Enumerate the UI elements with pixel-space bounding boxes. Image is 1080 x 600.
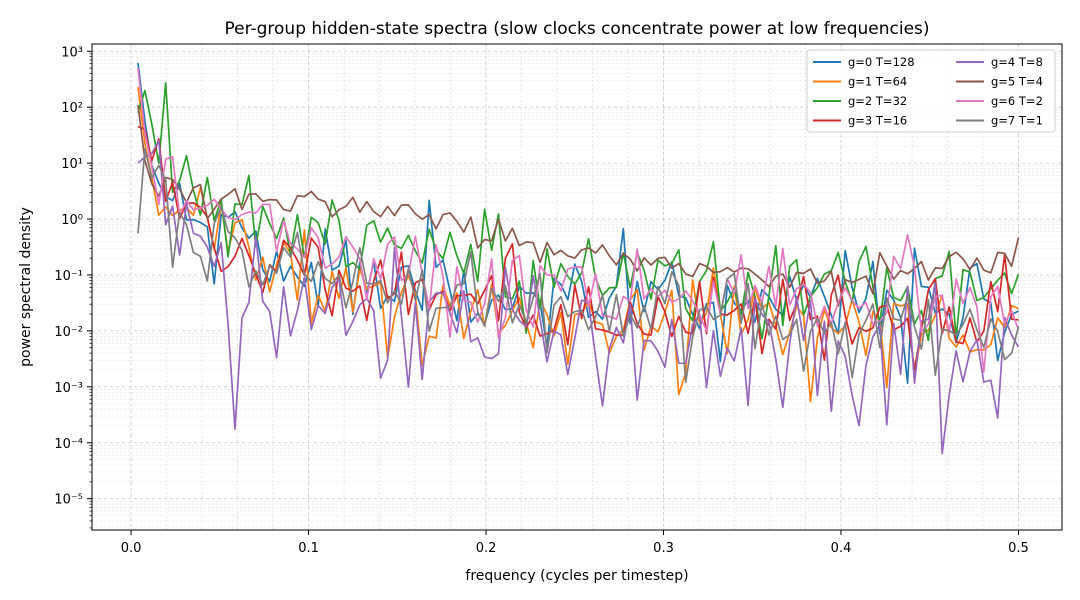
- legend-label-g6: g=6 T=2: [991, 94, 1043, 108]
- legend-label-g2: g=2 T=32: [848, 94, 907, 108]
- y-tick-label: 10⁻³: [54, 381, 83, 396]
- y-tick-label: 10²: [61, 101, 83, 116]
- series-line-g4: [137, 139, 1020, 455]
- axis-ticks: 0.0 0.1 0.2 0.3 0.4 0.5 10⁻⁵ 10⁻⁴ 10⁻³ 10⁻² 10⁻¹ 10…: [54, 45, 1028, 556]
- x-tick-label: 0.4: [831, 541, 852, 556]
- y-tick-label: 10⁰: [61, 213, 83, 228]
- x-tick-label: 0.5: [1008, 541, 1029, 556]
- legend-label-g1: g=1 T=64: [848, 75, 907, 89]
- y-tick-label: 10⁻⁵: [54, 493, 83, 508]
- series-line-g5: [137, 104, 1020, 307]
- legend: g=0 T=128 g=1 T=64 g=2 T=32 g=3 T=16 g=4 T=8…: [806, 49, 1056, 133]
- legend-label-g3: g=3 T=16: [848, 114, 907, 128]
- x-tick-label: 0.0: [121, 541, 142, 556]
- y-axis-label: power spectral density: [18, 207, 34, 367]
- y-tick-label: 10¹: [61, 157, 83, 172]
- y-tick-label: 10⁻¹: [54, 269, 83, 284]
- y-tick-label: 10⁻⁴: [54, 437, 83, 452]
- x-tick-label: 0.1: [298, 541, 319, 556]
- legend-label-g5: g=5 T=4: [991, 75, 1043, 89]
- grid: [92, 44, 1062, 530]
- x-axis-label: frequency (cycles per timestep): [465, 568, 688, 584]
- legend-label-g7: g=7 T=1: [991, 114, 1043, 128]
- series-line-g0: [137, 62, 1019, 384]
- y-tick-label: 10³: [61, 45, 83, 60]
- plot-area-frame: [91, 43, 1063, 531]
- legend-box: [806, 49, 1056, 133]
- series-line-g3: [137, 125, 1019, 371]
- series-line-g6: [137, 68, 1020, 373]
- series-lines: [137, 62, 1020, 455]
- legend-label-g4: g=4 T=8: [991, 55, 1043, 69]
- x-tick-label: 0.3: [653, 541, 674, 556]
- chart-title: Per-group hidden-state spectra (slow clo…: [224, 19, 929, 39]
- series-line-g7: [137, 148, 1020, 384]
- y-tick-label: 10⁻²: [54, 325, 83, 340]
- legend-label-g0: g=0 T=128: [848, 55, 915, 69]
- x-tick-label: 0.2: [476, 541, 497, 556]
